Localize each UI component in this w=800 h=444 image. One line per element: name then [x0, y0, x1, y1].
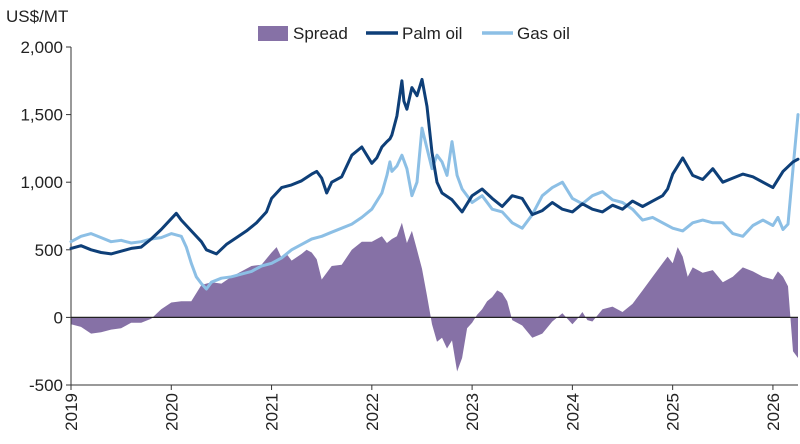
x-tick-label: 2021 [263, 393, 282, 431]
legend-item-palm-oil: Palm oil [366, 24, 462, 43]
legend-item-spread: Spread [258, 24, 348, 43]
y-tick-label: 2,000 [20, 38, 63, 57]
series-gas-oil-line [69, 113, 800, 291]
legend-item-gas-oil: Gas oil [482, 24, 570, 43]
x-tick-label: 2026 [764, 393, 783, 431]
legend: Spread Palm oil Gas oil [258, 24, 570, 43]
x-tick-label: 2023 [463, 393, 482, 431]
y-tick-label: 1,000 [20, 173, 63, 192]
series-spread-area [71, 222, 798, 372]
series-lines [69, 77, 800, 291]
y-tick-label: 1,500 [20, 106, 63, 125]
legend-label-gas-oil: Gas oil [517, 24, 570, 43]
legend-swatch-spread [258, 26, 288, 41]
spread-area-layer [71, 222, 798, 372]
legend-label-spread: Spread [293, 24, 348, 43]
x-axis-ticks: 2019 2020 2021 2022 2023 2024 2025 2026 [62, 384, 798, 431]
x-tick-label: 2022 [363, 393, 382, 431]
y-tick-label: 500 [35, 241, 63, 260]
y-tick-label: -500 [29, 376, 63, 395]
y-tick-label: 0 [54, 308, 63, 327]
series-palm-oil-line [69, 77, 800, 256]
x-tick-label: 2025 [664, 393, 683, 431]
y-axis-ticks: -500 0 500 1,000 1,500 2,000 [20, 38, 71, 395]
legend-label-palm-oil: Palm oil [402, 24, 462, 43]
y-axis-unit-label: US$/MT [6, 7, 68, 26]
axes [70, 47, 798, 385]
x-tick-label: 2024 [563, 393, 582, 431]
x-tick-label: 2019 [62, 393, 81, 431]
x-tick-label: 2020 [162, 393, 181, 431]
